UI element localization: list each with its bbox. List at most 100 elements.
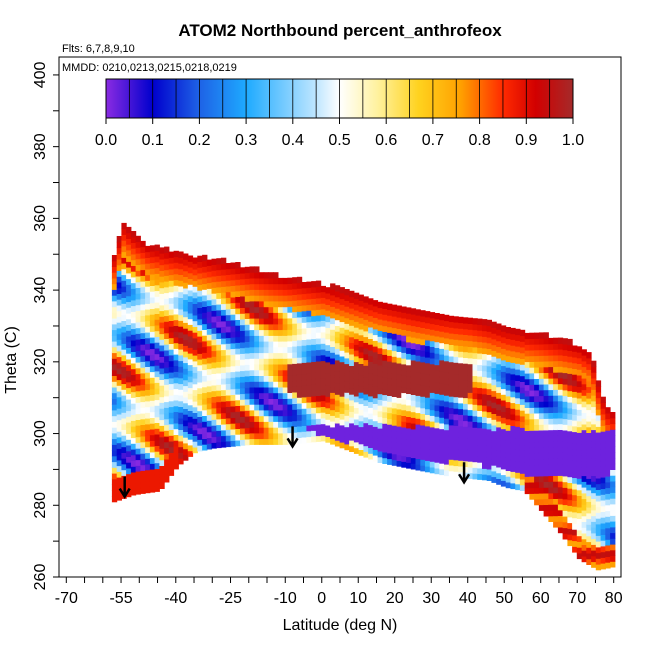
heatmap-cell [145,418,151,425]
heatmap-cell [273,386,279,394]
heatmap-cell [482,433,488,441]
heatmap-cell [216,258,222,265]
heatmap-cell [572,345,578,352]
heatmap-cell [145,245,151,253]
heatmap-cell [206,385,213,393]
heatmap-cell [605,499,611,506]
heatmap-cell [197,433,203,440]
heatmap-cell [349,411,355,418]
heatmap-cell [415,441,421,448]
heatmap-cell [538,487,545,494]
heatmap-cell [202,277,208,285]
heatmap-cell [382,383,388,390]
heatmap-cell [187,261,194,268]
heatmap-cell [273,381,279,388]
heatmap-cell [448,367,455,374]
heatmap-cell [372,323,379,330]
heatmap-cell [448,447,455,455]
heatmap-cell [206,271,213,278]
heatmap-cell [425,385,431,392]
heatmap-cell [306,281,312,288]
heatmap-cell [211,430,217,438]
heatmap-cell [372,346,379,353]
heatmap-cell [477,467,483,475]
heatmap-cell [268,341,274,348]
heatmap-cell [410,434,417,441]
heatmap-cell [296,282,303,289]
heatmap-cell [368,321,374,328]
heatmap-cell [263,392,269,399]
heatmap-cell [600,557,606,564]
heatmap-cell [178,297,184,304]
heatmap-cell [486,319,492,327]
heatmap-cell [586,363,592,370]
heatmap-cell [581,521,587,528]
heatmap-cell [595,466,602,473]
heatmap-cell [420,384,426,392]
heatmap-cell [605,527,611,534]
heatmap-cell [178,337,184,344]
heatmap-cell [183,448,189,455]
heatmap-cell [358,334,364,341]
heatmap-cell [387,418,393,425]
heatmap-cell [126,335,132,343]
heatmap-cell [557,423,564,430]
heatmap-cell [519,375,526,382]
heatmap-cell [296,357,303,364]
heatmap-cell [249,438,255,445]
heatmap-cell [567,488,573,495]
heatmap-cell [244,381,251,388]
heatmap-cell [576,506,583,514]
heatmap-cell [363,428,369,435]
heatmap-cell [396,397,402,404]
heatmap-cell [586,403,592,411]
heatmap-cell [149,365,156,373]
heatmap-cell [548,464,554,471]
heatmap-cell [221,418,227,425]
heatmap-cell [477,456,483,463]
heatmap-cell [202,409,208,416]
heatmap-cell [344,409,350,416]
heatmap-cell [591,498,597,505]
heatmap-cell [211,298,217,306]
heatmap-cell [135,333,141,340]
heatmap-cell [496,369,502,376]
heatmap-cell [519,473,526,480]
heatmap-cell [140,384,146,391]
heatmap-cell [230,291,236,298]
heatmap-cell [553,429,559,436]
heatmap-cell [368,430,374,437]
heatmap-cell [202,358,208,365]
heatmap-cell [382,348,388,355]
heatmap-cell [168,446,175,453]
heatmap-cell [130,253,137,261]
heatmap-cell [410,360,417,367]
heatmap-cell [567,373,573,380]
heatmap-cell [140,464,146,471]
heatmap-cell [368,355,374,362]
heatmap-cell [116,396,122,403]
heatmap-cell [230,308,236,315]
heatmap-cell [529,367,535,374]
heatmap-cell [306,367,312,374]
heatmap-cell [572,488,578,496]
heatmap-cell [135,373,141,380]
heatmap-cell [187,410,194,417]
heatmap-cell [287,432,293,439]
heatmap-cell [529,487,535,494]
heatmap-cell [576,392,583,399]
heatmap-cell [391,436,398,443]
heatmap-cell [301,431,307,438]
heatmap-cell [296,328,303,335]
heatmap-cell [500,336,507,344]
heatmap-cell [334,331,341,338]
heatmap-cell [249,415,255,422]
heatmap-cell [330,438,336,445]
heatmap-cell [368,447,374,454]
heatmap-cell [149,274,156,281]
heatmap-cell [382,434,388,441]
heatmap-cell [396,391,402,398]
heatmap-cell [453,459,459,467]
heatmap-cell [173,313,179,321]
heatmap-cell [605,504,611,512]
